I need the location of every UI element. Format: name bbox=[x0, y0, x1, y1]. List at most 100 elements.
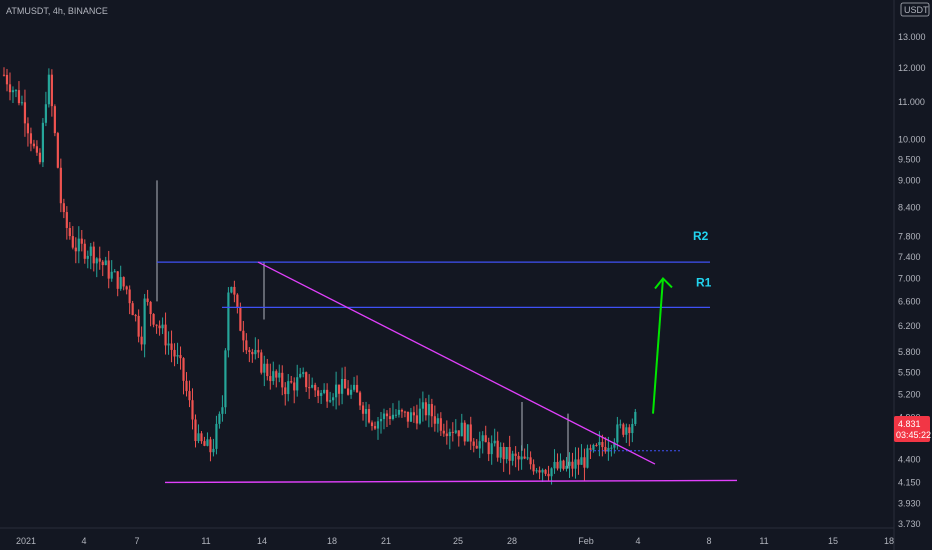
candle-body bbox=[50, 74, 53, 107]
candle-body bbox=[104, 260, 107, 266]
candle-body bbox=[346, 388, 350, 395]
candle-body bbox=[65, 212, 68, 228]
current-price-tag: 4.831 03:45:22 bbox=[894, 416, 931, 442]
price-tick-12: 5.800 bbox=[898, 347, 921, 357]
candle-body bbox=[305, 372, 308, 388]
candle-body bbox=[448, 431, 451, 437]
candle-body bbox=[340, 378, 344, 394]
candle-body bbox=[376, 421, 380, 429]
candle-body bbox=[221, 407, 224, 414]
candle-body bbox=[355, 384, 359, 393]
candle-body bbox=[370, 422, 374, 427]
candle-body bbox=[424, 402, 427, 416]
candle-body bbox=[59, 167, 62, 204]
r2-label: R2 bbox=[693, 229, 709, 243]
candle-body bbox=[562, 460, 565, 469]
candle-body bbox=[134, 315, 137, 317]
time-tick-6: 21 bbox=[381, 536, 391, 546]
candle-body bbox=[197, 433, 200, 442]
candle-body bbox=[544, 469, 547, 474]
candle-body bbox=[179, 355, 182, 359]
candle-body bbox=[80, 238, 83, 244]
currency-badge-box bbox=[900, 2, 930, 17]
time-tick-9: Feb bbox=[578, 536, 594, 546]
candle-body bbox=[176, 355, 179, 357]
candle-body bbox=[332, 397, 335, 401]
support-line[interactable] bbox=[164, 479, 738, 484]
projection-arrow bbox=[652, 276, 673, 414]
time-axis[interactable]: 2021 4 7 11 14 18 21 25 28 Feb 4 8 11 15 18 bbox=[16, 536, 894, 546]
candle-body bbox=[140, 336, 143, 345]
candle-body bbox=[173, 349, 176, 357]
candle-body bbox=[38, 152, 42, 163]
time-tick-3: 11 bbox=[201, 536, 210, 546]
currency-badge[interactable]: USDT bbox=[900, 2, 930, 17]
candle-body bbox=[44, 104, 47, 123]
candle-body bbox=[266, 363, 269, 377]
candle-body bbox=[182, 358, 185, 381]
candle-body bbox=[469, 424, 472, 442]
candle-body bbox=[323, 389, 326, 393]
candle-body bbox=[616, 424, 619, 443]
price-tick-6: 8.400 bbox=[898, 202, 921, 212]
candle-body bbox=[388, 416, 392, 419]
candle-body bbox=[56, 133, 59, 168]
candle-body bbox=[170, 343, 173, 350]
candle-body bbox=[622, 424, 625, 435]
time-tick-7: 25 bbox=[453, 536, 463, 546]
candle-body bbox=[77, 238, 80, 252]
candle-body bbox=[125, 286, 128, 290]
candle-body bbox=[517, 455, 520, 460]
candle-body bbox=[128, 289, 131, 304]
price-tick-17: 4.150 bbox=[898, 477, 921, 487]
candle-body bbox=[287, 381, 290, 395]
candle-body bbox=[23, 102, 27, 124]
candle-body bbox=[550, 468, 553, 477]
time-tick-1: 4 bbox=[81, 536, 86, 546]
price-tick-0: 13.000 bbox=[898, 32, 926, 42]
candle-body bbox=[251, 351, 254, 355]
candle-body bbox=[493, 440, 496, 444]
candle-body bbox=[119, 277, 122, 289]
candle-body bbox=[565, 465, 568, 469]
candle-body bbox=[442, 430, 445, 434]
candle-body bbox=[523, 456, 526, 459]
candle-body bbox=[595, 445, 598, 447]
candle-body bbox=[454, 430, 457, 433]
descending-trendline[interactable] bbox=[257, 261, 656, 465]
candle-body bbox=[367, 409, 371, 423]
candle-body bbox=[541, 469, 544, 473]
candle-body bbox=[394, 414, 398, 416]
candle-body bbox=[520, 456, 523, 460]
candle-body bbox=[364, 409, 368, 414]
candle-body bbox=[227, 292, 230, 351]
candle-body bbox=[29, 133, 33, 144]
candle-body bbox=[257, 350, 260, 353]
candle-body bbox=[5, 74, 9, 85]
candle-body bbox=[343, 378, 347, 389]
candle-body bbox=[107, 260, 110, 279]
candle-body bbox=[41, 122, 44, 163]
candle-body bbox=[53, 106, 56, 134]
candle-body bbox=[349, 389, 353, 395]
price-tick-1: 12.000 bbox=[898, 63, 926, 73]
candle-body bbox=[17, 90, 21, 104]
candle-body bbox=[373, 426, 377, 429]
candle-body bbox=[415, 415, 418, 424]
candle-body bbox=[586, 448, 589, 468]
candle-body bbox=[628, 427, 631, 434]
candle-body bbox=[47, 74, 50, 105]
candle-body bbox=[592, 445, 595, 450]
candle-body bbox=[559, 460, 562, 469]
candle-body bbox=[607, 447, 610, 452]
candle-body bbox=[299, 373, 302, 378]
candle-body bbox=[32, 143, 36, 147]
candle-body bbox=[302, 372, 305, 374]
candle-body bbox=[314, 384, 317, 391]
candle-body bbox=[281, 372, 284, 388]
candle-body bbox=[418, 408, 421, 424]
candle-body bbox=[62, 203, 65, 213]
candle-body bbox=[260, 352, 263, 373]
